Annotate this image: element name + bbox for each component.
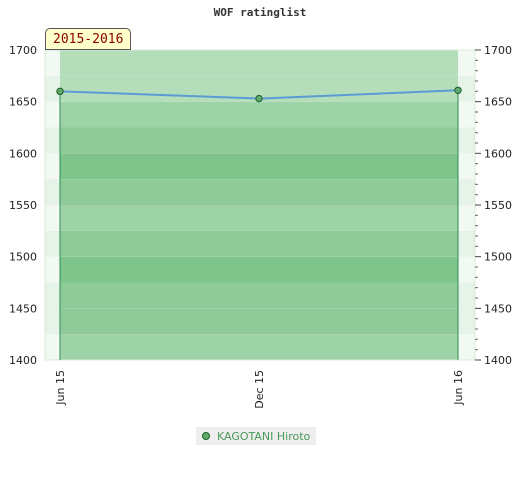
y-tick-label-left: 1550 bbox=[9, 199, 37, 212]
data-point bbox=[255, 94, 263, 103]
grid-band bbox=[60, 308, 458, 335]
data-point bbox=[56, 87, 64, 96]
y-tick-label-right: 1450 bbox=[484, 302, 512, 315]
x-tick-label: Jun 15 bbox=[54, 370, 67, 406]
y-tick-label-right: 1500 bbox=[484, 251, 512, 264]
y-tick-label-left: 1650 bbox=[9, 96, 37, 109]
x-tick-label: Dec 15 bbox=[253, 370, 266, 409]
grid-band bbox=[60, 127, 458, 154]
grid-band bbox=[60, 153, 458, 180]
y-tick-label-left: 1500 bbox=[9, 251, 37, 264]
y-tick-label-right: 1700 bbox=[484, 44, 512, 57]
grid-band bbox=[60, 101, 458, 128]
legend-marker-icon bbox=[202, 432, 210, 440]
chart-title: WOF ratinglist bbox=[213, 6, 307, 19]
data-point bbox=[454, 86, 462, 95]
grid-band bbox=[60, 334, 458, 360]
y-tick-label-left: 1400 bbox=[9, 354, 37, 367]
legend[interactable]: KAGOTANI Hiroto bbox=[196, 427, 317, 445]
grid-band bbox=[60, 179, 458, 205]
legend-series-label: KAGOTANI Hiroto bbox=[217, 429, 311, 443]
y-tick-label-left: 1450 bbox=[9, 302, 37, 315]
grid-band bbox=[60, 205, 458, 231]
y-tick-label-right: 1600 bbox=[484, 147, 512, 160]
y-tick-label-right: 1400 bbox=[484, 354, 512, 367]
y-tick-label-left: 1700 bbox=[9, 44, 37, 57]
grid-band bbox=[60, 230, 458, 257]
y-tick-label-right: 1650 bbox=[484, 96, 512, 109]
period-badge: 2015-2016 bbox=[45, 28, 132, 50]
grid-band bbox=[60, 50, 458, 76]
grid-band bbox=[60, 256, 458, 283]
y-tick-label-right: 1550 bbox=[484, 199, 512, 212]
y-tick-label-left: 1600 bbox=[9, 147, 37, 160]
grid-band bbox=[60, 282, 458, 309]
x-tick-label: Jun 16 bbox=[452, 370, 465, 406]
